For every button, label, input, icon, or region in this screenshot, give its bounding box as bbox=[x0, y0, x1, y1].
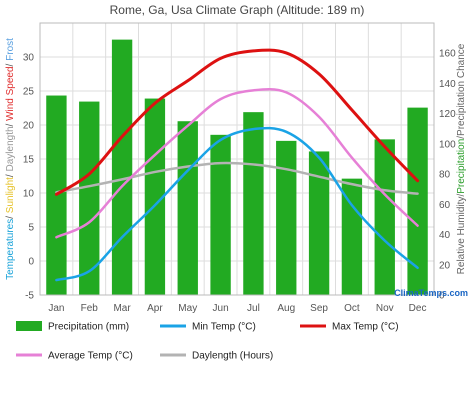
x-tick-jul: Jul bbox=[247, 303, 260, 314]
x-axis-ticks: Jan Feb Mar Apr May Jun Jul Aug Sep Oct Nov Dec bbox=[48, 303, 426, 314]
legend-label: Precipitation (mm) bbox=[48, 322, 129, 333]
line-max-temp-c bbox=[54, 48, 420, 196]
precipitation-bars bbox=[46, 39, 428, 296]
right-tick-label: 60 bbox=[439, 200, 451, 211]
left-tick-label: 0 bbox=[28, 257, 34, 268]
axis-label-segment: Precipitation bbox=[456, 139, 467, 194]
axis-label-segment: Wind Speed bbox=[5, 66, 16, 120]
axis-label-segment: / bbox=[456, 136, 467, 139]
x-tick-jan: Jan bbox=[48, 303, 64, 314]
series-lines bbox=[54, 48, 420, 282]
left-axis-ticks: -5 0 5 10 15 20 25 30 bbox=[23, 53, 35, 302]
left-tick-label: 5 bbox=[28, 223, 34, 234]
axis-label-segment: / bbox=[5, 121, 16, 127]
right-tick-label: 20 bbox=[439, 260, 451, 271]
axis-label-segment: / bbox=[456, 194, 467, 197]
right-tick-label: 40 bbox=[439, 230, 451, 241]
left-tick-label: 30 bbox=[23, 53, 35, 64]
left-tick-label: -5 bbox=[25, 291, 34, 302]
bar-precipitation-apr bbox=[144, 98, 166, 295]
bar-precipitation-dec bbox=[407, 107, 428, 295]
x-tick-feb: Feb bbox=[81, 303, 99, 314]
bar-precipitation-may bbox=[177, 121, 198, 295]
x-tick-mar: Mar bbox=[113, 303, 131, 314]
climatemps-logo: ClimaTemps.com bbox=[394, 288, 468, 298]
bar-precipitation-nov bbox=[374, 139, 395, 295]
legend-label: Daylength (Hours) bbox=[192, 351, 273, 362]
x-tick-nov: Nov bbox=[376, 303, 394, 314]
bar-precipitation-oct bbox=[341, 178, 363, 295]
x-tick-dec: Dec bbox=[409, 303, 427, 314]
legend-item: Daylength (Hours) bbox=[160, 351, 273, 362]
right-tick-label: 100 bbox=[439, 139, 456, 150]
x-tick-may: May bbox=[178, 303, 197, 314]
axis-label-segment: Sunlight bbox=[5, 177, 16, 213]
bar-precipitation-jul bbox=[243, 112, 264, 296]
bar-precipitation-jun bbox=[210, 134, 231, 295]
left-tick-label: 20 bbox=[23, 121, 35, 132]
right-tick-label: 160 bbox=[439, 49, 456, 60]
right-axis-ticks: 0 20 40 60 80 100 120 140 160 bbox=[439, 49, 456, 302]
axis-label-segment: Relative Humidity bbox=[456, 197, 467, 275]
x-tick-sep: Sep bbox=[310, 303, 328, 314]
right-tick-label: 140 bbox=[439, 79, 456, 90]
axis-label-segment: Precipitation Chance bbox=[456, 43, 467, 136]
chart-title: Rome, Ga, Usa Climate Graph (Altitude: 1… bbox=[110, 3, 365, 17]
left-tick-label: 10 bbox=[23, 189, 35, 200]
x-tick-oct: Oct bbox=[344, 303, 360, 314]
line-daylength-hours bbox=[55, 161, 419, 195]
bar-precipitation-mar bbox=[111, 39, 133, 295]
axis-label-segment: / bbox=[5, 213, 16, 219]
right-tick-label: 0 bbox=[439, 291, 445, 302]
left-axis-label: Temperatures/ Sunlight/ Daylength/ Wind … bbox=[5, 38, 16, 280]
x-tick-apr: Apr bbox=[147, 303, 163, 314]
bar-precipitation-aug bbox=[276, 140, 297, 295]
line-average-temp-c bbox=[55, 88, 419, 239]
x-tick-aug: Aug bbox=[277, 303, 295, 314]
legend-label: Average Temp (°C) bbox=[48, 351, 133, 362]
axis-label-segment: / bbox=[5, 172, 16, 178]
plot-frame bbox=[39, 22, 435, 296]
legend-item: Max Temp (°C) bbox=[300, 322, 399, 333]
axis-label-segment: Frost bbox=[5, 38, 16, 61]
axis-label-segment: / bbox=[5, 61, 16, 67]
axis-label-segment: Daylength bbox=[5, 126, 16, 171]
legend-label: Max Temp (°C) bbox=[332, 322, 399, 333]
line-min-temp-c bbox=[55, 126, 419, 282]
right-tick-label: 120 bbox=[439, 109, 456, 120]
legend: Precipitation (mm) Min Temp (°C) Max Temp … bbox=[16, 321, 399, 362]
right-axis-label: Relative Humidity/Precipitation/Precipit… bbox=[456, 43, 467, 274]
right-tick-label: 80 bbox=[439, 170, 451, 181]
left-tick-label: 25 bbox=[23, 87, 35, 98]
bar-precipitation-sep bbox=[308, 151, 330, 295]
legend-item: Min Temp (°C) bbox=[160, 322, 256, 333]
legend-item: Precipitation (mm) bbox=[16, 321, 129, 333]
left-tick-label: 15 bbox=[23, 155, 35, 166]
gridlines bbox=[39, 23, 435, 296]
bar-precipitation-feb bbox=[79, 101, 100, 295]
x-tick-jun: Jun bbox=[213, 303, 229, 314]
legend-label: Min Temp (°C) bbox=[192, 322, 256, 333]
legend-swatch bbox=[16, 321, 42, 331]
axis-label-segment: Temperatures bbox=[5, 219, 16, 280]
legend-item: Average Temp (°C) bbox=[16, 351, 133, 362]
